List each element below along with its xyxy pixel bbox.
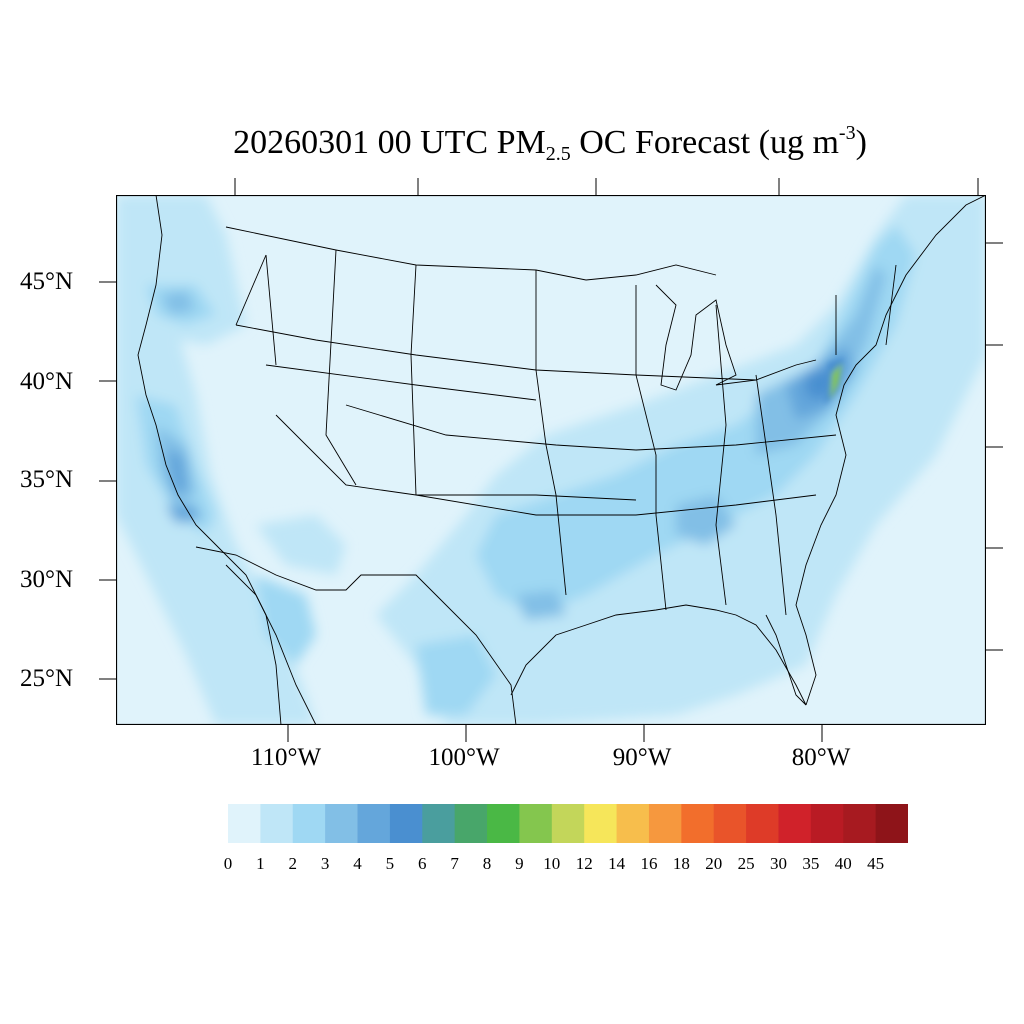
title-prefix: 20260301 00 UTC PM [233, 124, 546, 161]
colorbar-swatch-16 [746, 804, 779, 843]
title-middle: OC Forecast (ug m [570, 124, 839, 161]
lat-label-30: 30°N [20, 566, 74, 593]
colorbar-swatch-0 [228, 804, 261, 843]
colorbar [228, 804, 909, 843]
colorbar-label: 12 [575, 854, 593, 873]
lon-label-80w: 80°W [791, 744, 851, 771]
colorbar-swatch-11 [584, 804, 618, 843]
colorbar-swatch-2 [292, 804, 326, 843]
colorbar-label: 18 [672, 854, 690, 873]
colorbar-label: 7 [450, 854, 459, 873]
colorbar-label: 2 [288, 854, 298, 873]
colorbar-swatch-9 [519, 804, 553, 843]
colorbar-label: 20 [705, 854, 723, 873]
colorbar-swatch-6 [422, 804, 456, 843]
colorbar-swatch-12 [616, 804, 650, 843]
colorbar-label: 10 [543, 854, 561, 873]
colorbar-swatch-10 [551, 804, 585, 843]
lon-label-100w: 100°W [428, 744, 500, 771]
colorbar-label: 25 [737, 854, 755, 873]
lon-label-110w: 110°W [250, 744, 322, 771]
colorbar-label: 30 [769, 854, 787, 873]
lat-label-45: 45°N [20, 268, 74, 295]
colorbar-label: 0 [223, 854, 233, 873]
colorbar-swatch-8 [487, 804, 520, 843]
colorbar-label: 4 [353, 854, 362, 873]
colorbar-label: 1 [256, 854, 265, 873]
lat-label-40: 40°N [20, 368, 74, 395]
concentration-field [116, 195, 986, 725]
colorbar-swatch-14 [681, 804, 715, 843]
lat-label-25: 25°N [20, 665, 74, 692]
colorbar-swatch-13 [648, 804, 682, 843]
map-frame [116, 195, 986, 725]
colorbar-label: 8 [482, 854, 492, 873]
lon-label-90w: 90°W [612, 744, 672, 771]
colorbar-swatch-15 [713, 804, 747, 843]
colorbar-swatch-20 [875, 804, 909, 843]
colorbar-swatch-7 [454, 804, 488, 843]
concentration-peak [824, 357, 844, 405]
colorbar-label: 16 [640, 854, 658, 873]
colorbar-swatch-18 [810, 804, 844, 843]
title-suffix: ) [855, 124, 867, 161]
title-superscript: -3 [838, 122, 856, 144]
colorbar-label: 45 [867, 854, 885, 873]
colorbar-swatch-17 [778, 804, 812, 843]
colorbar-label: 40 [834, 854, 852, 873]
colorbar-swatch-19 [843, 804, 877, 843]
lat-label-35: 35°N [20, 466, 74, 493]
colorbar-label: 5 [385, 854, 395, 873]
colorbar-swatch-1 [260, 804, 294, 843]
colorbar-label: 35 [802, 854, 820, 873]
map-panel [116, 195, 986, 725]
chart-title: 20260301 00 UTC PM2.5 OC Forecast (ug m-… [0, 122, 1024, 166]
colorbar-label: 3 [320, 854, 330, 873]
colorbar-label: 14 [608, 854, 626, 873]
title-subscript: 2.5 [545, 143, 571, 165]
colorbar-swatch-3 [325, 804, 359, 843]
colorbar-swatch-4 [357, 804, 391, 843]
colorbar-swatch-5 [389, 804, 423, 843]
boundaries [137, 195, 986, 725]
colorbar-label: 9 [515, 854, 524, 873]
colorbar-label: 6 [418, 854, 427, 873]
